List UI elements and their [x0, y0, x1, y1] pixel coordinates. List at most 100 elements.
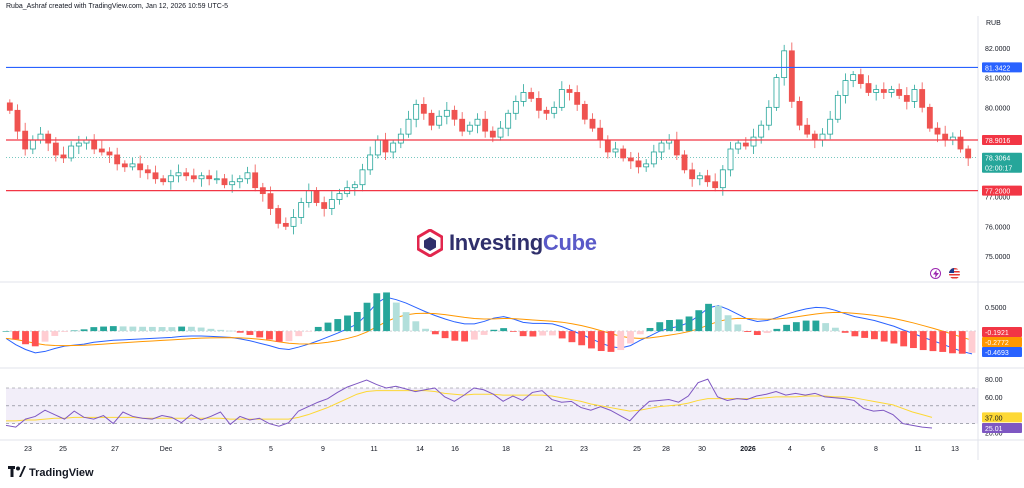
candle-body — [91, 139, 98, 150]
rsi-value-label-bg — [982, 422, 1022, 433]
macd-histogram-bar — [763, 331, 771, 334]
candle-body — [152, 172, 159, 180]
candle-body — [436, 115, 443, 126]
candle-body — [221, 178, 228, 186]
candle — [903, 87, 910, 110]
candle — [106, 147, 113, 163]
macd-histogram-bar — [900, 331, 908, 347]
macd-histogram-bar — [227, 330, 234, 332]
candle — [597, 119, 604, 149]
candle-body — [244, 172, 251, 180]
candle-body — [919, 89, 926, 108]
candle — [221, 173, 228, 189]
price-tick-label: 75.0000 — [985, 254, 1010, 261]
date-tick-label: 21 — [545, 446, 553, 453]
pane-separators — [0, 16, 1024, 460]
candle — [29, 135, 36, 155]
macd-histogram-bar — [529, 331, 537, 337]
macd-pane: 0.50000.0000-0.1921-0.2772-0.4693 — [5, 296, 1022, 357]
candle-body — [206, 175, 213, 180]
candle-body — [627, 157, 634, 162]
candle — [374, 135, 381, 159]
candle-body — [160, 178, 167, 183]
candle-body — [382, 139, 389, 153]
candle — [505, 109, 512, 137]
investingcube-watermark: InvestingCube — [417, 228, 597, 258]
candle-body — [98, 148, 105, 153]
macd-histogram-bar — [705, 303, 712, 332]
candle-body — [911, 89, 918, 102]
macd-histogram-bar — [392, 302, 400, 332]
macd-histogram-bar — [353, 311, 361, 332]
price-tick-label: 80.0000 — [985, 105, 1010, 112]
candle — [888, 85, 895, 98]
candle-body — [282, 222, 289, 227]
candle — [68, 141, 75, 162]
tradingview-logo: TradingView — [8, 466, 94, 479]
macd-histogram-bar — [22, 331, 29, 345]
macd-histogram-bar — [822, 323, 830, 332]
lightning-icon[interactable] — [930, 268, 941, 279]
candle-body — [443, 109, 450, 117]
candle — [842, 73, 849, 104]
macd-histogram-bar — [41, 331, 49, 342]
candle-body — [796, 101, 803, 126]
candles — [6, 42, 972, 235]
candle — [811, 130, 818, 149]
candle-body — [781, 50, 788, 79]
candle — [167, 169, 174, 190]
macd-value-label-bg — [982, 337, 1022, 347]
candle — [275, 204, 282, 229]
candle — [666, 134, 673, 150]
candle-body — [252, 172, 259, 189]
candle-body — [574, 92, 581, 105]
us-flag-icon[interactable] — [949, 268, 960, 279]
macd-histogram-bar — [675, 319, 683, 332]
candle — [834, 90, 841, 123]
macd-histogram-bar — [187, 326, 195, 332]
candle-body — [505, 112, 512, 129]
candle-body — [689, 169, 696, 180]
candle-body — [926, 106, 933, 129]
date-tick-label: 11 — [370, 446, 377, 453]
macd-histogram-bar — [685, 316, 693, 332]
candle — [328, 191, 335, 216]
candle-body — [765, 106, 772, 126]
macd-histogram-bar — [412, 321, 420, 332]
macd-histogram-bar — [470, 331, 478, 340]
candle — [198, 172, 205, 187]
candle-body — [750, 136, 757, 147]
macd-histogram-bar — [861, 331, 869, 338]
macd-histogram-bar — [714, 305, 722, 332]
macd-value-label-bg — [982, 347, 1022, 357]
macd-histogram-bar — [305, 331, 312, 332]
candle-body — [390, 142, 397, 153]
candle — [482, 110, 489, 138]
candle-body — [650, 151, 657, 165]
date-tick-label: 9 — [321, 446, 325, 453]
candle — [160, 175, 167, 186]
candle-body — [896, 89, 903, 96]
rsi-value-label: 25.01 — [985, 426, 1003, 433]
candle-body — [658, 142, 665, 153]
candle — [911, 84, 918, 108]
macd-histogram-bar — [509, 331, 517, 332]
candle-body — [773, 77, 780, 108]
candle-body — [14, 109, 21, 132]
candle-body — [336, 193, 343, 200]
candle-body — [459, 118, 466, 132]
candle — [213, 170, 220, 184]
macd-histogram-bar — [500, 328, 508, 332]
candle — [336, 188, 343, 205]
macd-histogram-bar — [207, 328, 215, 332]
candle — [229, 174, 236, 193]
date-tick-label: 3 — [218, 446, 222, 453]
candle — [942, 125, 949, 147]
date-tick-label: 30 — [698, 446, 706, 453]
macd-histogram-bar — [2, 331, 10, 332]
candle-body — [451, 109, 458, 120]
date-tick-label: 14 — [416, 446, 424, 453]
candle-body — [512, 101, 519, 114]
candle — [52, 137, 59, 162]
